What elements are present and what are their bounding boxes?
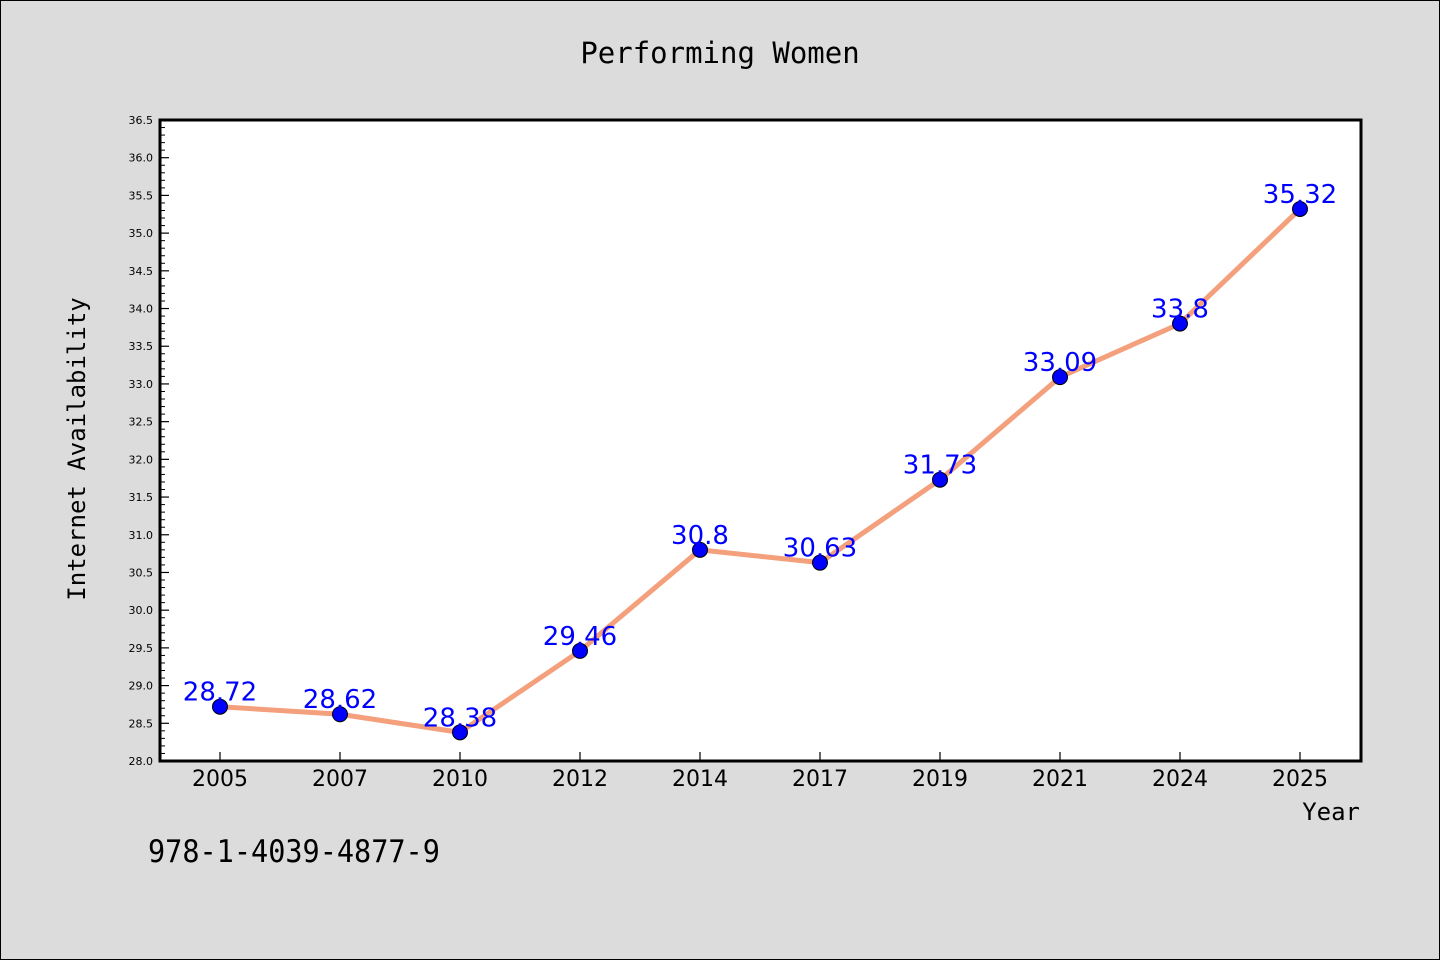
data-label: 30.8	[671, 521, 729, 551]
x-axis-label: Year	[1302, 798, 1360, 826]
y-tick-label: 33.0	[129, 378, 154, 391]
data-point	[452, 724, 468, 741]
data-point	[332, 706, 348, 723]
y-axis-ticks: 28.0 28.5 29.0 29.5 30.0 30.5 31.0 31.5 32.0 32.5…	[129, 114, 169, 768]
y-tick-label: 34.5	[129, 265, 154, 278]
data-point	[1172, 315, 1188, 332]
data-labels: 28.72 28.62 28.38 29.46 30.8 30.63 31.73 33.09 3…	[183, 180, 1337, 733]
data-point	[1292, 200, 1308, 217]
x-tick-label: 2024	[1152, 767, 1208, 792]
data-point	[932, 471, 948, 488]
x-tick-label: 2019	[912, 767, 968, 792]
y-tick-label: 33.5	[129, 340, 154, 353]
x-tick-label: 2010	[432, 767, 488, 792]
x-tick-label: 2017	[792, 767, 848, 792]
y-tick-label: 31.0	[129, 529, 154, 542]
x-tick-label: 2014	[672, 767, 728, 792]
y-tick-label: 29.5	[129, 642, 154, 655]
y-tick-label: 36.5	[129, 114, 154, 127]
y-tick-label: 30.0	[129, 604, 154, 617]
y-tick-label: 35.5	[129, 189, 154, 202]
y-tick-label: 32.0	[129, 453, 154, 466]
plot-area	[158, 118, 1363, 763]
x-tick-label: 2021	[1032, 767, 1088, 792]
y-tick-label: 28.5	[129, 717, 154, 730]
y-tick-label: 30.5	[129, 566, 154, 579]
chart-title: Performing Women	[580, 36, 859, 70]
data-point	[212, 698, 228, 715]
data-point	[1052, 369, 1068, 386]
y-tick-label: 28.0	[129, 755, 154, 768]
data-label: 35.32	[1263, 180, 1337, 210]
data-point	[572, 642, 588, 659]
y-tick-label: 35.0	[129, 227, 154, 240]
y-tick-label: 29.0	[129, 680, 154, 693]
data-label: 33.8	[1151, 295, 1209, 325]
data-label: 30.63	[783, 534, 857, 564]
data-label: 28.62	[303, 685, 377, 715]
data-label: 31.73	[903, 451, 977, 481]
x-tick-label: 2007	[312, 767, 368, 792]
data-markers	[212, 200, 1308, 741]
isbn-text: 978-1-4039-4877-9	[148, 834, 440, 870]
y-tick-label: 36.0	[129, 152, 154, 165]
data-label: 28.38	[423, 703, 497, 733]
data-point	[692, 541, 708, 558]
series-line	[217, 206, 1303, 735]
y-tick-label: 32.5	[129, 416, 154, 429]
data-point	[812, 554, 828, 571]
x-tick-label: 2025	[1272, 767, 1328, 792]
data-label: 33.09	[1023, 348, 1097, 378]
data-label: 28.72	[183, 678, 257, 708]
x-tick-label: 2005	[192, 767, 248, 792]
x-axis-ticks: 2005 2007 2010 2012 2014 2017 2019 2021 2024 2025	[192, 752, 1328, 792]
x-tick-label: 2012	[552, 767, 608, 792]
y-tick-label: 31.5	[129, 491, 154, 504]
y-axis-label: Internet Availability	[63, 297, 91, 600]
data-label: 29.46	[543, 622, 617, 652]
y-tick-label: 34.0	[129, 303, 154, 316]
